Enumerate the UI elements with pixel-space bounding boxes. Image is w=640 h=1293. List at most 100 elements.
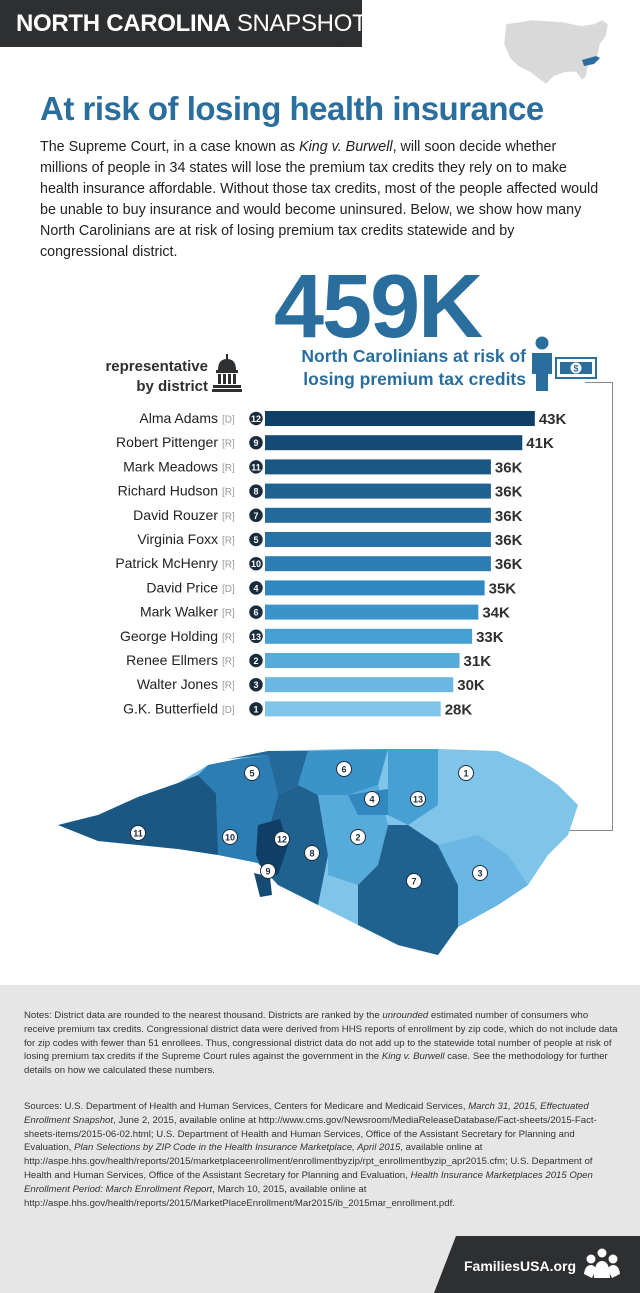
sources-title-2: Plan Selections by ZIP Code in the Healt… bbox=[74, 1142, 401, 1154]
map-district-badge bbox=[244, 765, 260, 781]
footer-banner bbox=[434, 1236, 640, 1293]
rep-label-line-2: by district bbox=[136, 378, 208, 395]
header-background bbox=[0, 0, 362, 47]
person-icon bbox=[532, 336, 552, 391]
district-region-8 bbox=[258, 785, 328, 905]
district-badge bbox=[247, 628, 265, 645]
district-badge-number: 4 bbox=[253, 583, 258, 593]
total-at-risk-number: 459K bbox=[274, 257, 483, 357]
notes-text-c: case. See the methodology for further de… bbox=[24, 1051, 608, 1077]
bar-party-label: [R] bbox=[222, 511, 235, 522]
map-district-number: 6 bbox=[341, 765, 346, 775]
district-badge bbox=[247, 652, 265, 669]
bar-value-label: 43K bbox=[539, 411, 567, 428]
intro-text-b: , will soon decide whether millions of p… bbox=[40, 139, 599, 260]
map-district-number: 2 bbox=[355, 833, 360, 843]
map-district-badge bbox=[350, 829, 366, 845]
bar-party-label: [D] bbox=[222, 584, 235, 595]
map-district-badge bbox=[130, 825, 146, 841]
map-district-badge bbox=[260, 863, 276, 879]
bar-value-label: 41K bbox=[526, 435, 554, 452]
bar-party-label: [R] bbox=[222, 657, 235, 668]
sources-title-3: Health Insurance Marketplaces 2015 Open … bbox=[24, 1169, 593, 1195]
bar-category-label: Patrick McHenry bbox=[115, 555, 218, 571]
bar-value-label: 36K bbox=[495, 508, 523, 525]
bar-party-label: [R] bbox=[222, 681, 235, 692]
representative-label: representative by district bbox=[86, 357, 208, 397]
map-district-number: 11 bbox=[133, 829, 143, 839]
total-at-risk-label: North Carolinians at risk of losing prem… bbox=[280, 345, 526, 391]
district-badge-number: 7 bbox=[253, 511, 258, 521]
map-district-badge bbox=[406, 873, 422, 889]
map-district-number: 9 bbox=[265, 867, 270, 877]
bar bbox=[265, 411, 535, 426]
bar bbox=[265, 483, 491, 499]
district-badge bbox=[247, 410, 265, 427]
district-badge bbox=[247, 555, 265, 572]
bar-category-label: David Price bbox=[146, 579, 218, 595]
district-badge bbox=[247, 579, 265, 597]
bar-party-label: [R] bbox=[222, 608, 235, 619]
intro-paragraph: The Supreme Court, in a case known as Ki… bbox=[40, 137, 600, 263]
sources-text-b: , June 2, 2015, available online at http… bbox=[24, 1114, 597, 1154]
district-badge bbox=[247, 482, 265, 500]
bar-category-label: G.K. Butterfield bbox=[123, 700, 218, 716]
bar-party-label: [R] bbox=[222, 463, 235, 474]
map-district-number: 7 bbox=[411, 877, 416, 887]
bar bbox=[265, 580, 485, 596]
district-badge bbox=[247, 458, 265, 476]
district-badge-number: 11 bbox=[251, 462, 261, 472]
us-map-icon bbox=[503, 19, 609, 85]
bar-category-label: George Holding bbox=[120, 628, 218, 644]
bar bbox=[265, 532, 491, 547]
sources-text-c: , available online at http://aspe.hhs.go… bbox=[24, 1142, 593, 1181]
header-title-bold: NORTH CAROLINA bbox=[16, 10, 231, 37]
notes-text-a: Notes: District data are rounded to the … bbox=[24, 1010, 383, 1021]
total-label-line-2: losing premium tax credits bbox=[303, 369, 526, 389]
district-badge-number: 3 bbox=[253, 680, 258, 690]
bar-category-label: Virginia Foxx bbox=[137, 531, 218, 547]
bar bbox=[265, 677, 454, 693]
district-badge-number: 8 bbox=[253, 487, 258, 497]
bar-party-label: [D] bbox=[222, 705, 235, 716]
map-district-badge bbox=[274, 831, 290, 847]
map-district-number: 1 bbox=[463, 769, 468, 779]
map-district-number: 12 bbox=[277, 835, 287, 845]
bar-category-label: Renee Ellmers bbox=[126, 652, 218, 668]
page-title: At risk of losing health insurance bbox=[40, 90, 544, 127]
sources-title-1: March 31, 2015, Effectuated Enrollment S… bbox=[24, 1101, 589, 1126]
map-district-badge bbox=[364, 791, 380, 807]
footer-site-link[interactable]: FamiliesUSA.org bbox=[464, 1258, 577, 1274]
bar bbox=[265, 459, 491, 475]
bar bbox=[265, 628, 473, 644]
rep-label-line-1: representative bbox=[105, 358, 208, 375]
bar-value-label: 31K bbox=[464, 653, 492, 670]
map-district-number: 4 bbox=[369, 795, 374, 805]
bar-party-label: [R] bbox=[222, 439, 235, 450]
map-district-badge bbox=[410, 791, 426, 807]
notes-text-b: estimated number of consumers who receiv… bbox=[24, 1010, 618, 1063]
bar bbox=[265, 653, 460, 668]
bar-party-label: [D] bbox=[222, 415, 235, 426]
district-badge bbox=[247, 434, 265, 451]
families-usa-logo-icon bbox=[584, 1248, 620, 1278]
map-district-badge bbox=[458, 765, 474, 781]
map-district-badge bbox=[222, 829, 238, 845]
intro-text-a: The Supreme Court, in a case known as bbox=[40, 139, 300, 155]
district-badge-number: 2 bbox=[253, 656, 258, 666]
bar-category-label: Mark Meadows bbox=[123, 458, 218, 474]
notes-unrounded: unrounded bbox=[382, 1010, 429, 1021]
bar-value-label: 33K bbox=[476, 629, 504, 646]
district-badge-number: 9 bbox=[253, 438, 258, 448]
bar bbox=[265, 435, 523, 451]
notes-text: Notes: District data are rounded to the … bbox=[24, 1009, 618, 1078]
district-region-7 bbox=[358, 825, 458, 955]
map-district-number: 10 bbox=[225, 833, 235, 843]
bar-value-label: 36K bbox=[495, 532, 523, 549]
district-badge-number: 12 bbox=[251, 414, 261, 424]
total-label-line-1: North Carolinians at risk of bbox=[301, 346, 526, 366]
intro-case-name: King v. Burwell bbox=[299, 139, 393, 155]
district-badge bbox=[247, 700, 265, 718]
district-region-5 bbox=[228, 751, 308, 795]
